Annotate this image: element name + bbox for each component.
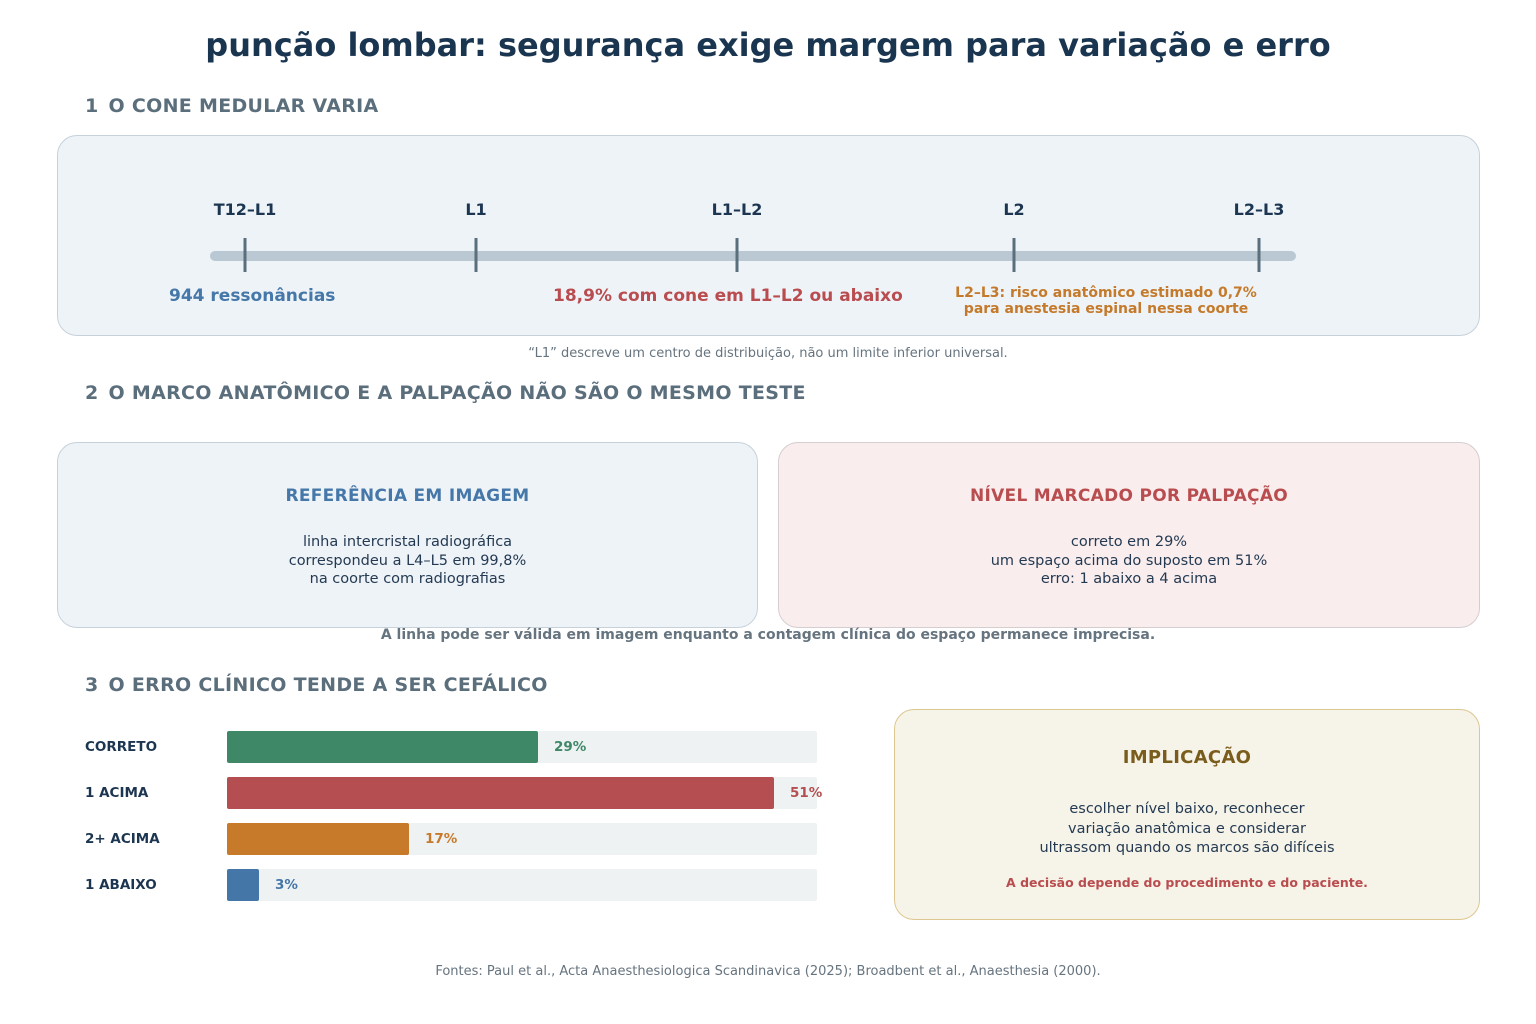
bar-track-correto: 29%	[227, 731, 817, 763]
level-tick-t12-l1	[243, 238, 247, 272]
level-tick-l2-l3	[1257, 238, 1261, 272]
bar-label-1-abaixo: 1 ABAIXO	[85, 877, 157, 893]
bar-1-abaixo	[227, 869, 259, 901]
section-2-number: 2	[85, 382, 99, 404]
implication-card: IMPLICAÇÃO escolher nível baixo, reconhe…	[894, 709, 1480, 920]
mri-count-note: 944 ressonâncias	[169, 286, 336, 306]
section-1-title: 1 O CONE MEDULAR VARIA	[85, 95, 379, 117]
level-tick-l1-l2	[735, 238, 739, 272]
section-1-caption: “L1” descreve um centro de distribuição,…	[528, 346, 1008, 361]
bar-value-1-acima: 51%	[790, 785, 823, 801]
palpation-card-line-3: erro: 1 abaixo a 4 acima	[1040, 571, 1218, 587]
section-1-title-text: O CONE MEDULAR VARIA	[108, 95, 379, 117]
bar-track-1-abaixo: 3%	[227, 869, 817, 901]
implication-line-1: escolher nível baixo, reconhecer	[1069, 801, 1305, 817]
palpation-card-body: correto em 29% um espaço acima do supost…	[779, 533, 1479, 589]
level-label-l1-l2: L1–L2	[711, 200, 763, 219]
imaging-card-line-1: linha intercristal radiográfica	[302, 534, 513, 550]
section-2-caption: A linha pode ser válida em imagem enquan…	[380, 627, 1156, 643]
level-label-t12-l1: T12–L1	[213, 200, 277, 219]
implication-line-3: ultrassom quando os marcos são difíceis	[1039, 840, 1335, 856]
palpation-card: NÍVEL MARCADO POR PALPAÇÃO correto em 29…	[778, 442, 1480, 628]
section-3-number: 3	[85, 674, 99, 696]
palpation-card-title: NÍVEL MARCADO POR PALPAÇÃO	[969, 486, 1289, 506]
imaging-card-line-2: correspondeu a L4–L5 em 99,8%	[288, 552, 527, 569]
vertebral-level-axis	[210, 251, 1296, 261]
level-label-l2: L2	[1003, 200, 1025, 219]
palpation-card-line-1: correto em 29%	[1070, 534, 1188, 550]
sources-footer: Fontes: Paul et al., Acta Anaesthesiolog…	[435, 964, 1101, 979]
imaging-card-title: REFERÊNCIA EM IMAGEM	[285, 486, 530, 506]
bar-label-1-acima: 1 ACIMA	[85, 785, 149, 801]
bar-value-2-acima: 17%	[425, 831, 458, 847]
page-title: punção lombar: segurança exige margem pa…	[205, 26, 1331, 64]
imaging-reference-card: REFERÊNCIA EM IMAGEM linha intercristal …	[57, 442, 758, 628]
section-3-title-text: O ERRO CLÍNICO TENDE A SER CEFÁLICO	[108, 674, 548, 696]
low-conus-note: 18,9% com cone em L1–L2 ou abaixo	[553, 286, 903, 306]
bar-label-correto: CORRETO	[85, 739, 158, 755]
level-tick-l1	[474, 238, 478, 272]
implication-body: escolher nível baixo, reconhecer variaçã…	[895, 800, 1479, 859]
section-2-title-text: O MARCO ANATÔMICO E A PALPAÇÃO NÃO SÃO O…	[108, 382, 806, 404]
bar-label-2-acima: 2+ ACIMA	[85, 831, 160, 847]
level-label-l2-l3: L2–L3	[1233, 200, 1285, 219]
conus-timeline-panel	[57, 135, 1480, 336]
level-tick-l2	[1012, 238, 1016, 272]
section-2-title: 2 O MARCO ANATÔMICO E A PALPAÇÃO NÃO SÃO …	[85, 382, 806, 404]
l2-l3-risk-note: L2–L3: risco anatômico estimado 0,7% par…	[950, 285, 1262, 317]
section-3-title: 3 O ERRO CLÍNICO TENDE A SER CEFÁLICO	[85, 674, 548, 696]
bar-1-acima	[227, 777, 774, 809]
section-1-number: 1	[85, 95, 99, 117]
bar-track-2-acima: 17%	[227, 823, 817, 855]
bar-2-acima	[227, 823, 409, 855]
implication-note: A decisão depende do procedimento e do p…	[1006, 875, 1368, 890]
level-label-l1: L1	[465, 200, 487, 219]
bar-value-correto: 29%	[554, 739, 587, 755]
l2-l3-risk-line-1: L2–L3: risco anatômico estimado 0,7%	[955, 285, 1257, 301]
bar-value-1-abaixo: 3%	[275, 877, 298, 893]
bar-track-1-acima: 51%	[227, 777, 822, 809]
imaging-card-line-3: na coorte com radiografias	[309, 571, 506, 587]
bar-correto	[227, 731, 538, 763]
imaging-card-body: linha intercristal radiográfica correspo…	[58, 533, 757, 589]
implication-title: IMPLICAÇÃO	[1122, 747, 1252, 768]
l2-l3-risk-line-2: para anestesia espinal nessa coorte	[963, 301, 1249, 317]
palpation-card-line-2: um espaço acima do suposto em 51%	[990, 552, 1268, 569]
implication-line-2: variação anatômica e considerar	[1068, 820, 1306, 837]
